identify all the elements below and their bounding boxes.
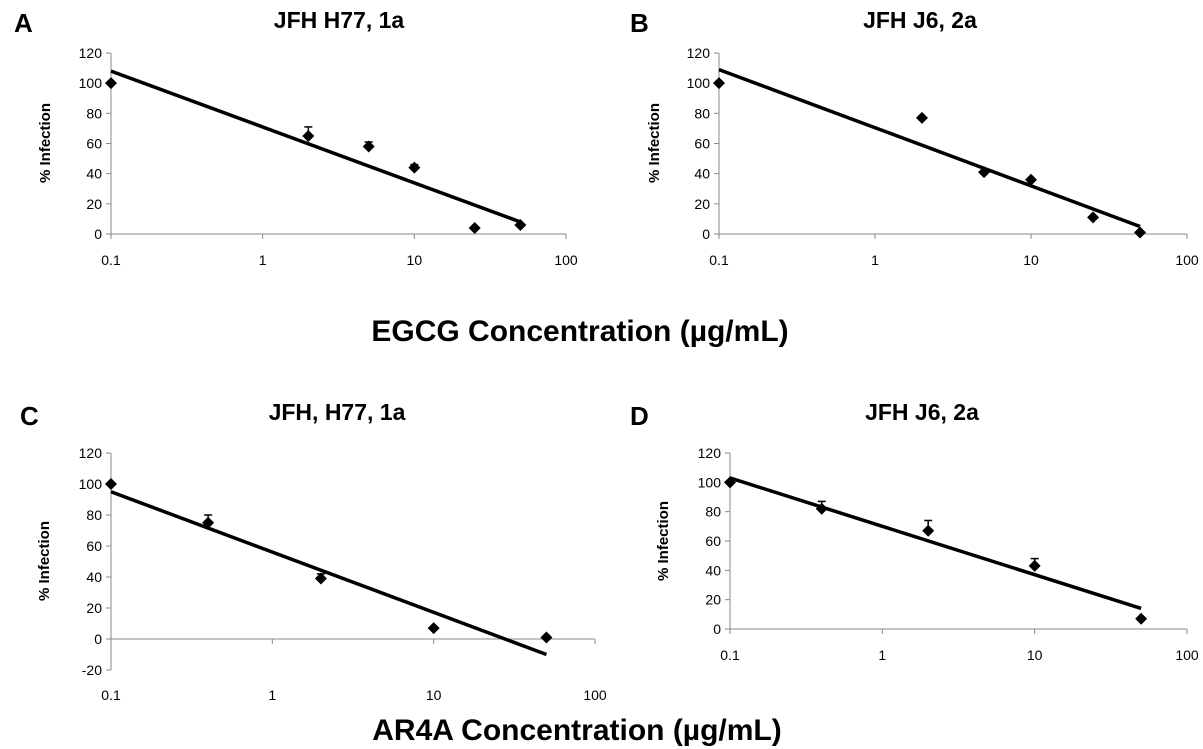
trendline (718, 67, 1141, 229)
y-tick-label: 20 (694, 196, 710, 212)
y-tick-label: 20 (705, 592, 721, 608)
y-tick-label: 60 (86, 538, 102, 554)
data-point (1134, 226, 1147, 239)
y-tick-label: 80 (694, 105, 710, 121)
y-tick-label: 100 (687, 75, 711, 91)
y-tick-label: 120 (687, 45, 711, 61)
data-point (922, 524, 935, 537)
panel-letter: B (630, 8, 649, 38)
trendline (110, 490, 548, 657)
x-tick-label: 10 (426, 687, 442, 703)
y-tick-label: 40 (694, 166, 710, 182)
data-point (815, 502, 828, 515)
y-tick-label: 20 (86, 196, 102, 212)
panel-letter: C (20, 401, 39, 431)
trendline (110, 69, 521, 224)
data-point (468, 221, 481, 234)
panel-d: D JFH J6, 2a % Infection 0 20 40 60 80 100 120 0.1… (630, 399, 1199, 663)
x-tick-label: 10 (1027, 647, 1043, 663)
x-tick-label: 0.1 (101, 252, 121, 268)
data-point (1135, 612, 1148, 625)
panel-b: B JFH J6, 2a % Infection 0 20 40 60 80 100 120 0.1… (630, 7, 1199, 268)
data-point (105, 77, 117, 90)
data-point (302, 129, 315, 142)
y-tick-label: 80 (705, 504, 721, 520)
y-tick-label: 40 (86, 569, 102, 585)
y-tick-label: 120 (79, 445, 103, 461)
panels: A JFH H77, 1a% Infection0204060801001200.… (14, 7, 1199, 703)
data-point (202, 516, 215, 529)
panel-title: JFH H77, 1a (274, 7, 405, 33)
data-point (105, 478, 117, 490)
x-tick-label: 100 (1175, 647, 1199, 663)
x-tick-label: 100 (1175, 252, 1199, 268)
y-axis-label: % Infection (37, 103, 54, 183)
y-tick-label: 60 (705, 533, 721, 549)
y-tick-label: 40 (86, 166, 102, 182)
y-tick-label: 0 (94, 631, 102, 647)
y-axis-label: % Infection (646, 103, 663, 183)
y-tick-label: 60 (694, 136, 710, 152)
x-tick-label: 100 (583, 687, 607, 703)
trendline (729, 476, 1142, 611)
data-point (724, 476, 736, 489)
data-point (1025, 173, 1037, 186)
y-tick-label: -20 (82, 662, 102, 678)
y-tick-label: 60 (86, 136, 102, 152)
data-point (514, 218, 527, 231)
y-tick-label: 120 (698, 445, 722, 461)
y-axis-label: % Infection (655, 501, 672, 581)
y-tick-label: 100 (79, 75, 103, 91)
x-tick-label: 1 (871, 252, 879, 268)
panel-title: JFH J6, 2a (863, 7, 977, 33)
data-point (427, 622, 440, 635)
data-point (362, 140, 375, 153)
y-tick-label: 80 (86, 507, 102, 523)
panel-letter: A (14, 8, 33, 38)
data-point (978, 166, 991, 179)
y-axis-label: % Infection (36, 521, 53, 601)
x-tick-label: 0.1 (101, 687, 121, 703)
data-point (314, 572, 327, 585)
x-tick-label: 0.1 (709, 252, 729, 268)
panel-a: A JFH H77, 1a % Infection 0 20 40 60 80 100 120 0.… (14, 7, 578, 268)
x-tick-label: 10 (407, 252, 423, 268)
data-point (915, 111, 928, 124)
y-tick-label: 0 (713, 621, 721, 637)
panel-letter: D (630, 401, 649, 431)
y-tick-label: 20 (86, 600, 102, 616)
panel-title: JFH J6, 2a (865, 399, 979, 425)
y-tick-label: 100 (698, 474, 722, 490)
data-point (408, 161, 421, 174)
y-tick-label: 100 (79, 476, 103, 492)
data-point (1087, 211, 1100, 224)
y-tick-label: 80 (86, 105, 102, 121)
panel-c: C JFH, H77, 1a % Infection -20 0 20 40 60 80 100 1… (20, 399, 607, 703)
data-point (1028, 559, 1041, 572)
x-tick-label: 1 (268, 687, 276, 703)
x-tick-label: 10 (1023, 252, 1039, 268)
panel-title: JFH, H77, 1a (269, 399, 406, 425)
shared-xlabel-bottom: AR4A Concentration (µg/mL) (372, 714, 782, 747)
y-tick-label: 120 (79, 45, 103, 61)
data-point (540, 631, 553, 644)
y-tick-label: 0 (702, 226, 710, 242)
y-tick-label: 40 (705, 562, 721, 578)
data-point (713, 77, 725, 90)
y-tick-label: 0 (94, 226, 102, 242)
x-tick-label: 1 (259, 252, 267, 268)
x-tick-label: 1 (878, 647, 886, 663)
x-tick-label: 100 (554, 252, 578, 268)
shared-xlabel-top: EGCG Concentration (µg/mL) (371, 315, 788, 348)
x-tick-label: 0.1 (720, 647, 740, 663)
